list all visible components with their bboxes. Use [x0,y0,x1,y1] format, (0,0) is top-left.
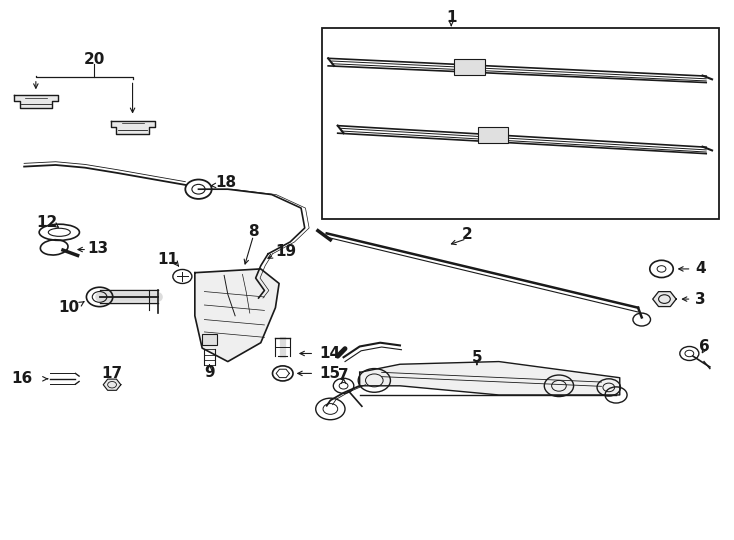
Bar [202,334,217,346]
Text: 12: 12 [36,215,57,230]
Text: 20: 20 [84,52,105,68]
Text: 1: 1 [446,10,457,25]
Text: 18: 18 [215,176,236,190]
Text: 13: 13 [87,241,109,256]
Polygon shape [111,122,155,134]
Text: 14: 14 [319,346,341,361]
Text: 16: 16 [11,372,32,386]
Bar [321,28,719,219]
Bar [454,59,485,75]
Polygon shape [14,96,58,109]
Polygon shape [195,269,279,362]
Text: 19: 19 [275,244,297,259]
Text: 5: 5 [471,350,482,364]
Polygon shape [103,379,121,390]
Text: 2: 2 [461,227,472,242]
Polygon shape [653,292,676,307]
Text: 9: 9 [204,365,215,380]
Text: 7: 7 [338,368,349,382]
Text: 10: 10 [58,300,79,315]
Text: 11: 11 [157,252,178,267]
Text: 3: 3 [695,292,705,307]
Text: 17: 17 [101,366,123,381]
Polygon shape [360,362,619,395]
Text: 8: 8 [248,224,259,239]
Text: 6: 6 [699,339,709,354]
Bar [478,127,509,144]
Text: 4: 4 [695,261,705,276]
Text: 15: 15 [319,366,341,381]
